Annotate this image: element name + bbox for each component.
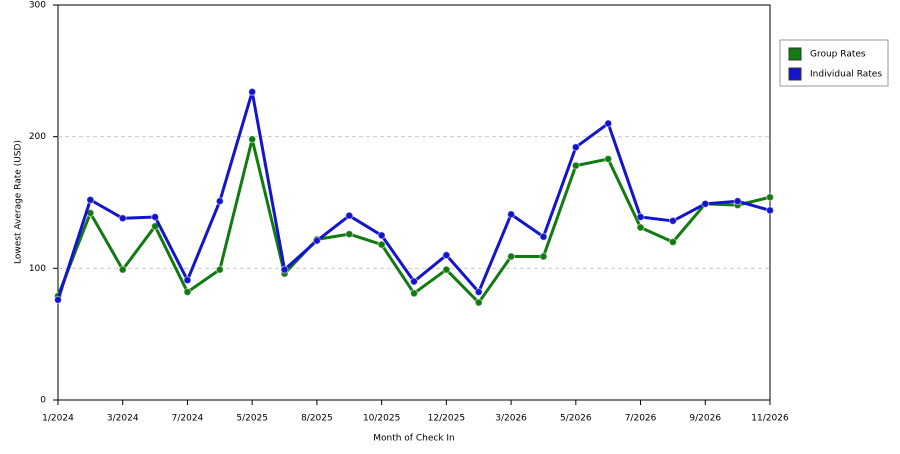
y-tick-label: 300 — [29, 1, 46, 11]
y-tick-label: 100 — [29, 264, 46, 274]
point — [668, 238, 677, 246]
point — [345, 230, 354, 239]
point — [766, 206, 774, 215]
y-tick-label: 200 — [29, 132, 46, 142]
point — [183, 276, 192, 285]
point — [539, 252, 548, 261]
point — [507, 210, 516, 219]
point — [766, 193, 774, 202]
point — [345, 211, 354, 220]
point — [604, 155, 613, 164]
x-tick-label: 12/2025 — [428, 414, 465, 424]
point — [442, 251, 451, 260]
legend-swatch — [788, 67, 802, 81]
plot-frame — [57, 4, 771, 401]
legend-label: Individual Rates — [810, 70, 882, 80]
point — [733, 197, 742, 206]
x-tick-label: 3/2024 — [107, 414, 139, 424]
x-tick-label: 1/2024 — [42, 414, 74, 424]
point — [410, 289, 418, 298]
point — [280, 265, 289, 274]
point — [248, 87, 257, 96]
point — [539, 232, 548, 241]
x-tick-label: 5/2026 — [560, 414, 592, 424]
point — [442, 265, 451, 274]
point — [248, 135, 257, 144]
point — [571, 161, 580, 170]
legend-swatch — [788, 47, 802, 61]
point — [54, 295, 62, 304]
x-tick-label: 11/2026 — [751, 414, 789, 424]
y-tick-label: 0 — [40, 396, 46, 406]
x-tick-label: 10/2025 — [363, 414, 400, 424]
x-tick-label: 3/2026 — [495, 414, 527, 424]
y-axis-label: Lowest Average Rate (USD) — [14, 140, 24, 264]
point — [377, 231, 386, 240]
point — [474, 288, 483, 297]
point — [636, 223, 645, 232]
point — [571, 143, 580, 152]
legend-label: Group Rates — [810, 50, 866, 60]
x-axis-label: Month of Check In — [373, 434, 455, 444]
point — [151, 212, 160, 221]
x-tick-label: 8/2025 — [301, 414, 333, 424]
point — [312, 236, 321, 245]
point — [507, 252, 516, 261]
point — [410, 277, 418, 286]
point — [701, 199, 710, 208]
point — [474, 298, 483, 307]
point — [604, 119, 613, 128]
x-tick-label: 7/2026 — [625, 414, 657, 424]
point — [668, 216, 677, 225]
point — [636, 212, 645, 221]
point — [118, 214, 127, 223]
x-tick-label: 5/2025 — [236, 414, 268, 424]
point — [183, 288, 192, 297]
point — [118, 265, 127, 274]
x-tick-label: 7/2024 — [172, 414, 204, 424]
point — [86, 195, 95, 204]
x-tick-label: 9/2026 — [689, 414, 721, 424]
point — [215, 265, 224, 274]
point — [377, 240, 386, 249]
point — [215, 197, 224, 206]
